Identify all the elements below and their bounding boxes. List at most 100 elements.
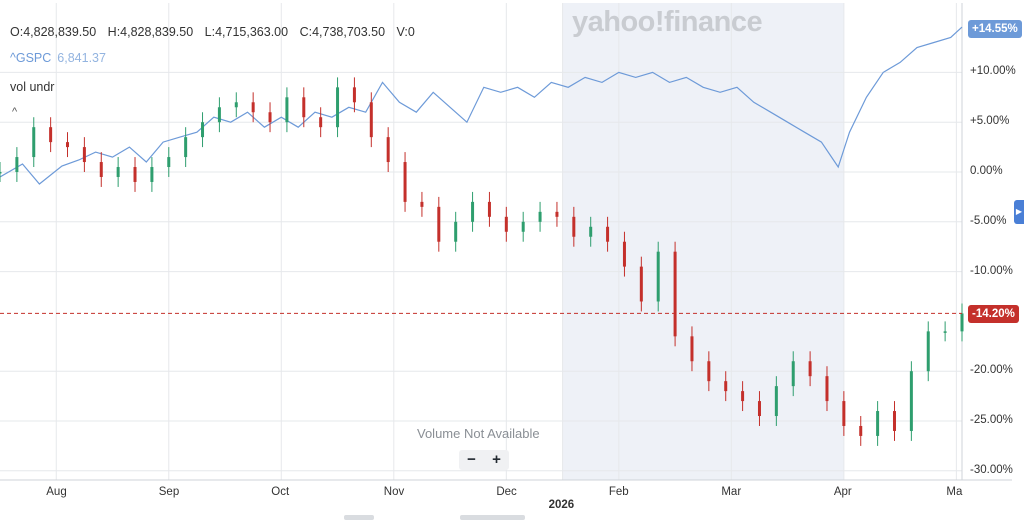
open-value: O:4,828,839.50 (10, 25, 97, 39)
candle-body (420, 201, 424, 207)
candle-body (386, 137, 390, 163)
y-tick-label: -5.00% (970, 214, 1007, 227)
expand-panel-handle-icon[interactable]: ▶ (1014, 200, 1024, 224)
candle-body (572, 216, 576, 237)
candle-body (606, 226, 610, 242)
candle-body (302, 97, 306, 118)
candle-body (251, 102, 255, 113)
comparison-symbol[interactable]: ^GSPC (10, 51, 52, 65)
candle-body (504, 216, 508, 232)
candle-body (454, 221, 458, 242)
x-tick-label: Ma (946, 486, 963, 498)
candle-body (285, 97, 289, 123)
high-value: H:4,828,839.50 (107, 25, 194, 39)
close-value: C:4,738,703.50 (299, 25, 386, 39)
main-last-value-badge: -14.20% (968, 305, 1019, 323)
candle-body (960, 313, 964, 332)
x-tick-label: Dec (496, 486, 517, 498)
candle-body (15, 157, 19, 172)
y-tick-label: -25.00% (970, 414, 1013, 426)
y-tick-label: -20.00% (970, 364, 1013, 377)
x-tick-label: Oct (271, 486, 290, 498)
bottom-toolbar-stub (344, 515, 525, 520)
candle-body (825, 376, 829, 402)
x-tick-label: 2026 (548, 499, 575, 511)
candle-body (133, 167, 137, 182)
candle-body (167, 157, 171, 168)
collapse-legend-icon[interactable]: ^ (12, 106, 18, 118)
candle-body (808, 361, 812, 377)
candle-body (943, 331, 947, 333)
x-tick-label: Mar (721, 486, 742, 498)
candle-body (487, 201, 491, 217)
candle-body (217, 107, 221, 123)
candle-body (892, 411, 896, 431)
zoom-controls: − + (459, 450, 509, 470)
candle-body (639, 266, 643, 302)
x-tick-label: Nov (383, 486, 405, 498)
candle-body (201, 122, 205, 138)
candle-body (369, 102, 373, 138)
candle-body (99, 162, 103, 177)
candle-body (437, 206, 441, 242)
y-tick-label: -30.00% (970, 463, 1013, 476)
volume-value: V:0 (396, 25, 415, 39)
candle-body (926, 331, 930, 372)
candle-body (757, 401, 761, 417)
candle-body (0, 172, 2, 174)
candle-body (741, 391, 745, 402)
x-tick-label: Aug (46, 486, 67, 498)
candle-body (909, 371, 913, 431)
zoom-out-button[interactable]: − (467, 451, 476, 468)
volume-indicator-legend[interactable]: vol undr (10, 80, 54, 94)
ohlc-readout: O:4,828,839.50 H:4,828,839.50 L:4,715,36… (10, 25, 423, 39)
y-tick-label: 0.00% (970, 165, 1003, 177)
candle-body (774, 386, 778, 417)
candle-body (538, 211, 542, 222)
zoom-in-button[interactable]: + (492, 451, 501, 468)
candle-body (66, 142, 70, 148)
candle-body (791, 361, 795, 387)
volume-not-available-message: Volume Not Available (417, 426, 540, 441)
candle-body (49, 127, 53, 143)
candle-body (184, 137, 188, 158)
shaded-period (562, 3, 844, 480)
comparison-value: 6,841.37 (57, 51, 106, 65)
comparison-legend[interactable]: ^GSPC 6,841.37 (10, 51, 106, 65)
candle-body (471, 201, 475, 222)
candle-body (724, 381, 728, 392)
candle-body (116, 167, 120, 177)
candle-body (876, 411, 880, 436)
candle-body (352, 87, 356, 103)
x-tick-label: Sep (158, 486, 180, 498)
candle-body (521, 221, 525, 232)
candle-body (690, 336, 694, 362)
y-tick-label: -10.00% (970, 264, 1013, 277)
candle-body (82, 147, 86, 163)
y-tick-label: +5.00% (970, 115, 1010, 128)
candle-body (32, 127, 36, 158)
yahoo-finance-watermark: yahoo!finance (572, 6, 763, 38)
candle-body (673, 251, 677, 337)
candle-body (842, 401, 846, 426)
x-tick-label: Apr (833, 486, 852, 498)
low-value: L:4,715,363.00 (204, 25, 289, 39)
candle-body (622, 241, 626, 267)
candle-body (234, 102, 238, 108)
candle-body (859, 425, 863, 436)
candle-body (150, 167, 154, 182)
candle-body (555, 211, 559, 217)
comparison-last-value-badge: +14.55% (968, 20, 1022, 38)
candle-body (589, 226, 593, 237)
candle-body (707, 361, 711, 382)
candle-body (403, 162, 407, 202)
y-tick-label: +10.00% (970, 65, 1016, 78)
candle-body (656, 251, 660, 302)
x-tick-label: Feb (608, 486, 629, 498)
comparison-series-line (0, 26, 963, 185)
candle-body (268, 112, 272, 123)
candle-body (319, 117, 323, 128)
volume-indicator-label[interactable]: vol undr (10, 80, 55, 94)
candle-body (336, 87, 340, 128)
